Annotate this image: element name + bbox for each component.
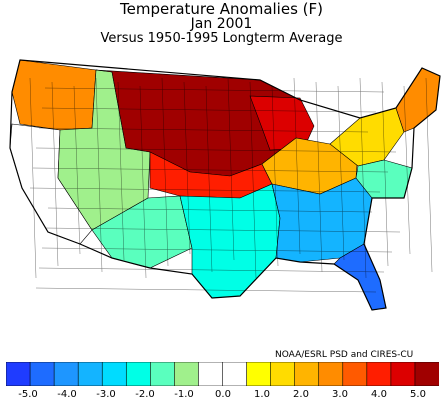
division-border: [271, 85, 279, 267]
division-border: [41, 107, 377, 113]
climate-division-borders: [29, 77, 433, 293]
us-anomaly-map: [9, 59, 441, 311]
legend-tick-label: 0.0: [215, 389, 231, 400]
division-border: [403, 85, 411, 255]
division-border: [117, 81, 125, 261]
color-legend: [6, 362, 439, 386]
legend-swatch: [77, 362, 104, 386]
division-border: [359, 77, 367, 279]
division-border: [44, 227, 401, 233]
legend-swatch: [29, 362, 55, 386]
legend-swatch: [270, 362, 296, 386]
division-border: [47, 207, 373, 213]
legend-swatch: [150, 362, 176, 386]
legend-swatch: [125, 362, 152, 386]
division-border: [35, 147, 397, 153]
legend-swatch: [174, 362, 200, 386]
legend-tick-label: 5.0: [410, 389, 426, 400]
division-border: [95, 77, 103, 273]
region-new-england: [395, 67, 441, 133]
legend-swatch: [101, 362, 128, 386]
division-border: [32, 167, 389, 173]
region-southern-plains: [179, 183, 281, 299]
legend-swatch: [366, 362, 392, 386]
legend-swatch: [414, 362, 439, 386]
division-border: [38, 267, 385, 273]
legend-swatch: [198, 362, 224, 386]
legend-swatch: [294, 362, 320, 386]
legend-tick-label: 1.0: [254, 389, 270, 400]
legend-tick-label: 3.0: [332, 389, 348, 400]
division-border: [337, 85, 345, 261]
division-border: [38, 127, 369, 133]
legend-tick-label: -1.0: [174, 389, 194, 400]
division-border: [227, 77, 235, 261]
division-border: [205, 85, 213, 273]
division-border: [183, 81, 191, 255]
division-border: [73, 85, 81, 255]
division-border: [249, 81, 257, 279]
map-subtitle-baseline: Versus 1950-1995 Longterm Average: [100, 31, 343, 46]
division-border: [41, 247, 393, 253]
legend-tick-label: 2.0: [293, 389, 309, 400]
legend-swatch: [53, 362, 79, 386]
region-pacific-northwest: [11, 59, 97, 131]
legend-tick-label: -2.0: [135, 389, 155, 400]
legend-swatch: [222, 362, 248, 386]
division-border: [293, 77, 301, 255]
legend-tick-label: -3.0: [96, 389, 116, 400]
legend-tick-label: -5.0: [18, 389, 38, 400]
division-border: [44, 87, 385, 93]
legend-swatch: [246, 362, 272, 386]
legend-swatch: [6, 362, 31, 386]
division-border: [139, 85, 147, 279]
division-border: [381, 81, 389, 267]
map-subtitle-date: Jan 2001: [190, 16, 253, 32]
division-border: [29, 77, 37, 279]
division-border: [425, 77, 433, 273]
legend-swatch: [342, 362, 368, 386]
legend-swatch: [390, 362, 416, 386]
legend-tick-label: 4.0: [371, 389, 387, 400]
map-title: Temperature Anomalies (F): [119, 0, 323, 18]
legend-swatch: [318, 362, 344, 386]
data-source-credit: NOAA/ESRL PSD and CIRES-CU: [275, 350, 414, 360]
division-border: [315, 81, 323, 273]
us-outline: [9, 59, 441, 311]
division-border: [29, 187, 381, 193]
legend-tick-label: -4.0: [57, 389, 77, 400]
